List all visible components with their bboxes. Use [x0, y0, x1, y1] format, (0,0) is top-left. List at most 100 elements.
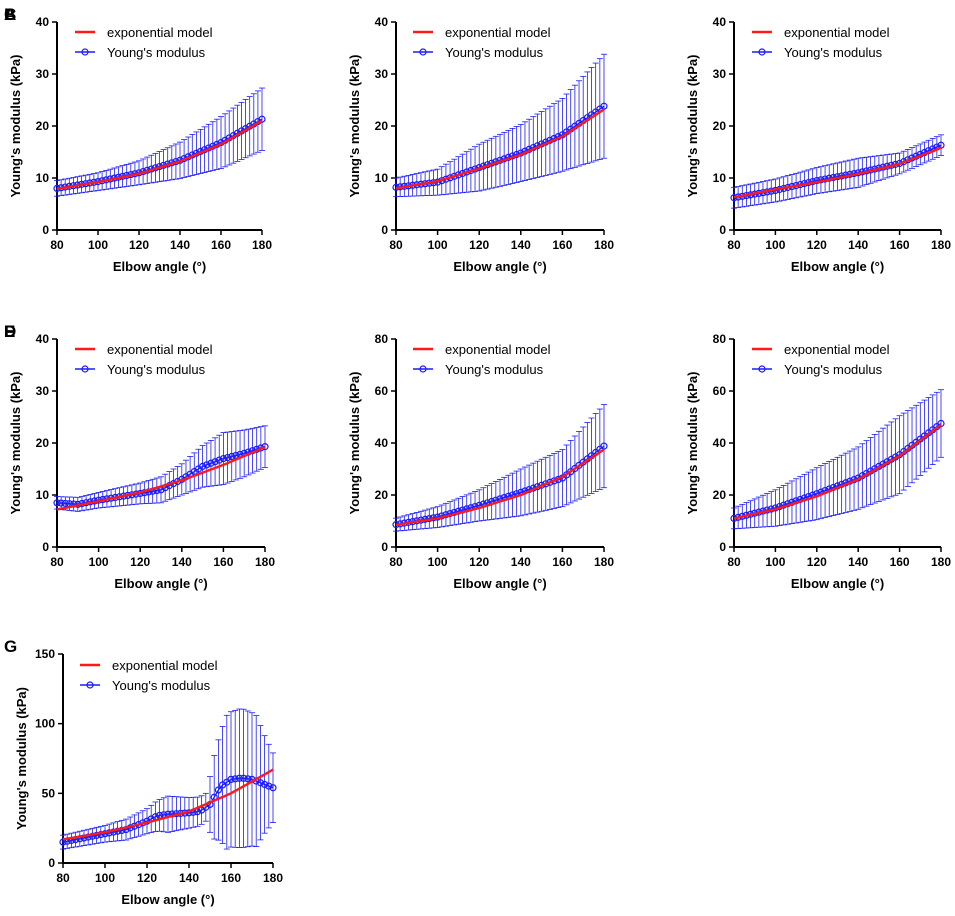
x-tick-label: 80: [727, 238, 741, 252]
error-bars: [731, 134, 944, 209]
y-tick-label: 10: [36, 488, 50, 502]
x-tick-label: 120: [129, 238, 149, 252]
legend-marker-modulus: [81, 48, 89, 56]
exponential-model-line: [62, 768, 274, 841]
y-tick-label: 20: [713, 488, 727, 502]
legend: exponential model Young's modulus: [413, 25, 551, 60]
y-tick-label: 40: [36, 15, 50, 29]
legend-marker-modulus: [419, 365, 427, 373]
x-tick-label: 180: [263, 871, 283, 885]
x-tick-label: 120: [807, 555, 827, 569]
x-tick-label: 100: [765, 555, 785, 569]
x-axis-title: Elbow angle (°): [114, 576, 207, 591]
legend-label-modulus: Young's modulus: [107, 45, 206, 60]
y-axis-title: Young's modulus (kPa): [685, 55, 700, 198]
legend-label-model: exponential model: [445, 342, 551, 357]
x-tick-label: 120: [807, 238, 827, 252]
y-tick-label: 80: [713, 332, 727, 346]
legend: exponential model Young's modulus: [413, 342, 551, 377]
panel-A: A 80 100 120 140 160 180 0 10 20 30 40 Elbow angle (…: [4, 5, 272, 274]
y-axis-title: Young's modulus (kPa): [347, 55, 362, 198]
legend-label-modulus: Young's modulus: [107, 362, 206, 377]
x-axis-title: Elbow angle (°): [791, 259, 884, 274]
legend-label-modulus: Young's modulus: [445, 362, 544, 377]
data-point: [258, 115, 266, 123]
y-tick-label: 10: [375, 171, 389, 185]
error-bars: [60, 708, 276, 850]
exponential-model-line: [733, 423, 942, 520]
y-tick-label: 0: [42, 223, 49, 237]
legend-label-modulus: Young's modulus: [784, 45, 883, 60]
x-tick-label: 140: [511, 238, 531, 252]
y-axis-title: Young's modulus (kPa): [347, 372, 362, 515]
legend-label-model: exponential model: [107, 342, 213, 357]
data-point: [199, 462, 207, 470]
x-tick-label: 80: [56, 871, 70, 885]
y-tick-label: 60: [713, 384, 727, 398]
exponential-model-line: [395, 108, 605, 190]
y-tick-label: 80: [375, 332, 389, 346]
y-tick-label: 0: [719, 223, 726, 237]
x-tick-label: 140: [848, 555, 868, 569]
x-tick-label: 120: [469, 555, 489, 569]
panel-F: F 80 100 120 140 160 180 0 20 40 60 80 Elbow angle (…: [4, 322, 951, 591]
x-tick-label: 100: [89, 555, 109, 569]
y-tick-label: 30: [36, 384, 50, 398]
x-tick-label: 160: [213, 555, 233, 569]
y-tick-label: 10: [713, 171, 727, 185]
y-axis-title: Young's modulus (kPa): [14, 687, 29, 830]
y-tick-label: 40: [713, 436, 727, 450]
x-tick-label: 160: [552, 238, 572, 252]
y-tick-label: 40: [713, 15, 727, 29]
error-bars: [393, 53, 607, 198]
panel-letter: B: [4, 5, 16, 24]
data-point: [256, 779, 264, 787]
x-tick-label: 140: [170, 238, 190, 252]
legend-marker-modulus: [758, 365, 766, 373]
y-tick-label: 0: [381, 223, 388, 237]
y-axis-title: Young's modulus (kPa): [8, 372, 23, 515]
error-bars: [54, 87, 265, 197]
data-point: [211, 458, 219, 466]
legend-label-model: exponential model: [107, 25, 213, 40]
panel-D: D 80 100 120 140 160 180 0 10 20 30 40 Elbow angle (…: [4, 322, 275, 591]
y-tick-label: 20: [713, 119, 727, 133]
y-tick-label: 0: [719, 540, 726, 554]
x-axis-title: Elbow angle (°): [453, 259, 546, 274]
legend-label-model: exponential model: [112, 658, 218, 673]
data-point: [265, 782, 273, 790]
panel-letter: F: [4, 322, 14, 341]
y-tick-label: 50: [42, 786, 56, 800]
legend: exponential model Young's modulus: [75, 25, 213, 60]
exponential-model-line: [733, 146, 942, 199]
data-point: [261, 780, 269, 789]
x-tick-label: 160: [221, 871, 241, 885]
legend-label-model: exponential model: [445, 25, 551, 40]
x-tick-label: 180: [255, 555, 275, 569]
y-axis-title: Young's modulus (kPa): [685, 372, 700, 515]
exponential-model-line: [395, 448, 605, 527]
x-tick-label: 120: [130, 555, 150, 569]
panel-G: G 80 100 120 140 160 180 0 50 100 150 Elbow angle (…: [4, 637, 283, 907]
error-bars: [54, 425, 268, 512]
data-point: [214, 786, 222, 794]
x-tick-label: 120: [469, 238, 489, 252]
data-point: [203, 461, 211, 469]
legend-label-model: exponential model: [784, 342, 890, 357]
y-tick-label: 30: [375, 67, 389, 81]
x-tick-label: 120: [137, 871, 157, 885]
legend-marker-modulus: [81, 365, 89, 373]
panel-letter: G: [4, 637, 17, 656]
y-tick-label: 40: [36, 332, 50, 346]
legend: exponential model Young's modulus: [80, 658, 218, 693]
x-axis-title: Elbow angle (°): [113, 259, 206, 274]
x-tick-label: 160: [890, 238, 910, 252]
y-tick-label: 150: [35, 647, 55, 661]
x-tick-label: 100: [428, 238, 448, 252]
y-tick-label: 60: [375, 384, 389, 398]
x-axis-title: Elbow angle (°): [453, 576, 546, 591]
